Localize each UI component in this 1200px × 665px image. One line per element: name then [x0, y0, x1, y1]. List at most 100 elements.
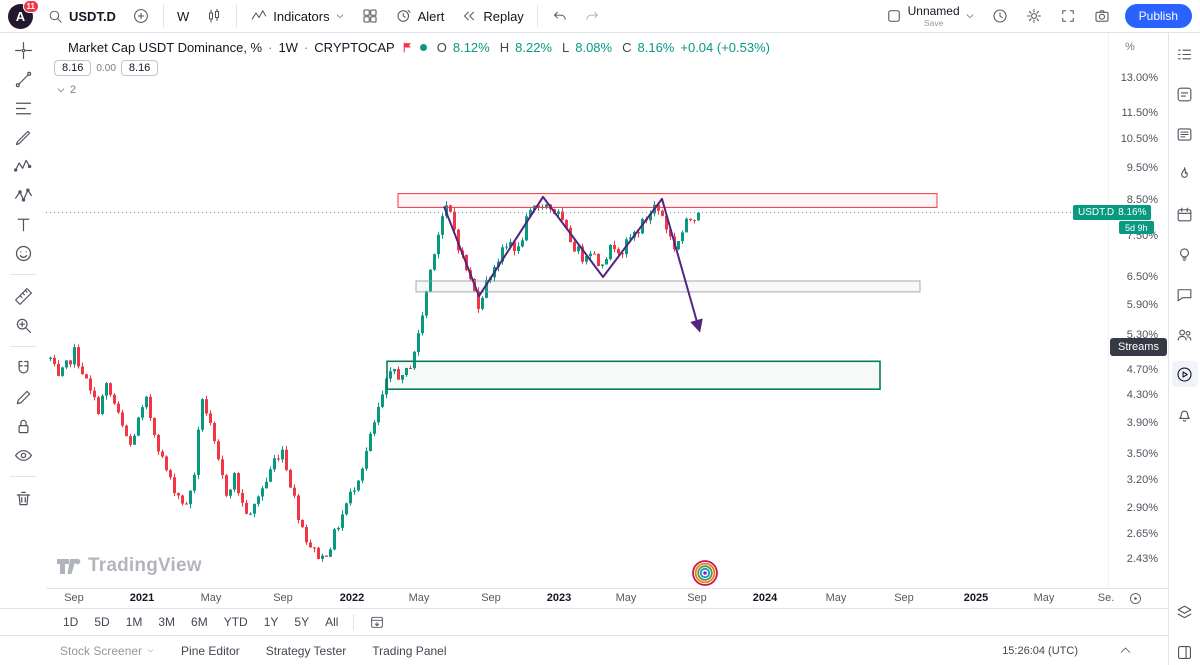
pattern-icon — [14, 187, 32, 202]
alert-clock-icon — [397, 9, 411, 22]
manage-panes-button[interactable] — [1172, 599, 1198, 625]
publish-button[interactable]: Publish — [1124, 4, 1192, 28]
last-price-badge: USDT.D 8.16% — [1073, 205, 1152, 221]
ruler-icon — [14, 287, 32, 305]
pattern-tool[interactable] — [8, 183, 38, 207]
widget-panel-button[interactable] — [1172, 639, 1198, 665]
user-avatar[interactable]: A 11 — [8, 0, 39, 29]
trendline-tool[interactable] — [8, 67, 38, 91]
ideas-button[interactable] — [1172, 241, 1198, 267]
badge-symbol: USDT.D — [1078, 207, 1115, 219]
price-tick: 2.65% — [1126, 528, 1158, 541]
range-button-5d[interactable]: 5D — [94, 615, 110, 629]
price-input-left[interactable]: 8.16 — [54, 60, 92, 76]
indicators-label: Indicators — [273, 8, 330, 24]
tab-pine-editor[interactable]: Pine Editor — [181, 643, 240, 658]
range-button-1d[interactable]: 1D — [63, 615, 79, 629]
ohlc-open-key: O — [436, 40, 447, 55]
range-button-6m[interactable]: 6M — [191, 615, 208, 629]
toolbar-separator — [10, 346, 36, 347]
object-tree-button[interactable] — [1172, 81, 1198, 107]
utc-clock[interactable]: 15:26:04 (UTC) — [1002, 644, 1078, 657]
emoji-tool[interactable] — [8, 241, 38, 265]
notifications-button[interactable] — [1172, 401, 1198, 427]
flag-icon[interactable] — [401, 41, 414, 54]
streams-button[interactable] — [1171, 361, 1198, 387]
redo-button[interactable] — [578, 5, 607, 28]
right-sidebar — [1168, 33, 1200, 665]
range-button-1y[interactable]: 1Y — [263, 615, 279, 629]
replay-button[interactable]: Replay — [454, 4, 529, 28]
collapse-panel-button[interactable] — [1118, 643, 1133, 658]
tab-stock-screener[interactable]: Stock Screener — [60, 644, 155, 658]
wave-tool[interactable] — [8, 154, 38, 178]
magnet-tool[interactable] — [8, 356, 38, 380]
time-tick: 2021 — [129, 592, 155, 604]
status-dot[interactable] — [419, 44, 427, 51]
toolbar-separator — [536, 5, 538, 27]
people-icon — [1177, 329, 1192, 341]
undo-button[interactable] — [545, 5, 574, 28]
lock-all-tool[interactable] — [8, 414, 38, 438]
bell-icon — [1179, 410, 1190, 422]
goto-date-button[interactable] — [362, 612, 392, 632]
fib-tool[interactable] — [8, 96, 38, 120]
drawing-mode-tool[interactable] — [8, 385, 38, 409]
magnet-icon — [18, 360, 28, 373]
price-tick: 3.20% — [1126, 474, 1158, 487]
alert-button[interactable]: Alert — [389, 4, 451, 28]
loading-spinner-icon — [691, 559, 719, 592]
interval-button[interactable]: W — [171, 6, 195, 27]
price-scale-unit[interactable]: % — [1125, 41, 1135, 53]
remove-all-tool[interactable] — [8, 486, 38, 510]
brush-tool[interactable] — [8, 125, 38, 149]
indicators-button[interactable]: Indicators — [244, 4, 350, 28]
layout-grid-button[interactable] — [355, 4, 385, 28]
community-button[interactable] — [1172, 321, 1198, 347]
crosshair-tool[interactable] — [8, 38, 38, 62]
compare-add-button[interactable] — [126, 4, 156, 28]
time-tick: May — [1033, 592, 1055, 604]
layout-name-block: Unnamed Save — [908, 5, 960, 28]
range-button-3m[interactable]: 3M — [158, 615, 176, 629]
chats-button[interactable] — [1172, 281, 1198, 307]
price-scale[interactable]: % 13.00% 11.50% 10.50% 9.50% 8.50% 7.50% 6.50%… — [1073, 33, 1168, 588]
fullscreen-button[interactable] — [1053, 4, 1083, 28]
chart-title[interactable]: Market Cap USDT Dominance, % — [68, 40, 263, 55]
indicators-collapse-toggle[interactable]: 2 — [56, 84, 76, 96]
history-clock-button[interactable] — [985, 4, 1015, 28]
panel-tabs-bar: Stock Screener Pine Editor Strategy Test… — [0, 635, 1200, 665]
eye-icon — [14, 449, 32, 461]
goto-date-icon — [371, 616, 384, 628]
tab-trading-panel[interactable]: Trading Panel — [372, 643, 447, 658]
settings-button[interactable] — [1019, 4, 1049, 28]
time-tick: Sep — [687, 592, 707, 604]
watchlist-button[interactable] — [1172, 41, 1198, 67]
tab-strategy-tester[interactable]: Strategy Tester — [265, 643, 347, 658]
chart-style-button[interactable] — [199, 4, 229, 28]
replay-label: Replay — [483, 8, 524, 24]
streams-tooltip: Streams — [1110, 338, 1167, 356]
chart-pane[interactable]: Market Cap USDT Dominance, % · 1W · CRYP… — [46, 33, 1108, 588]
measure-tool[interactable] — [8, 284, 38, 308]
symbol-search-button[interactable]: USDT.D — [41, 5, 122, 28]
save-layout-button[interactable]: Unnamed Save — [879, 2, 981, 31]
axis-settings-button[interactable] — [1128, 591, 1143, 606]
legend-separator: · — [268, 40, 273, 55]
idea-bulb-icon — [1179, 247, 1190, 261]
hide-all-tool[interactable] — [8, 443, 38, 467]
range-button-all[interactable]: All — [325, 615, 339, 629]
range-button-ytd[interactable]: YTD — [223, 615, 248, 629]
range-button-5y[interactable]: 5Y — [294, 615, 310, 629]
zoom-tool[interactable] — [8, 313, 38, 337]
snapshot-button[interactable] — [1087, 4, 1117, 28]
toolbar-separator — [10, 476, 36, 477]
calendar-button[interactable] — [1172, 201, 1198, 227]
news-button[interactable] — [1172, 121, 1198, 147]
range-button-1m[interactable]: 1M — [125, 615, 143, 629]
text-tool[interactable] — [8, 212, 38, 236]
replay-icon — [464, 11, 475, 21]
time-axis[interactable]: Sep 2021 May Sep 2022 May Sep 2023 May Sep 2024 May… — [0, 588, 1168, 608]
price-input-right[interactable]: 8.16 — [120, 60, 159, 76]
hotlists-button[interactable] — [1172, 161, 1198, 187]
